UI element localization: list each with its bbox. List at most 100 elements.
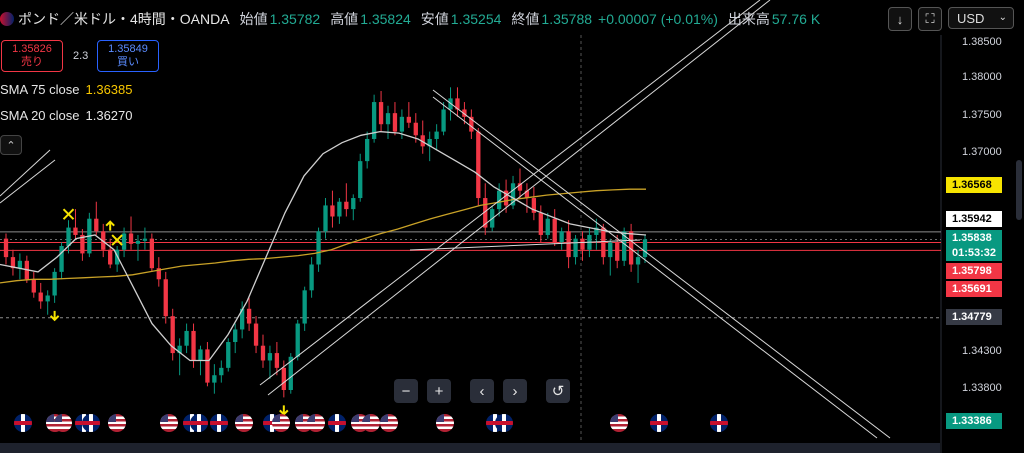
- candle-body: [205, 349, 210, 383]
- candle-body: [531, 198, 537, 213]
- price-label: 1.37000: [962, 146, 1002, 158]
- trend-line: [432, 96, 878, 439]
- us-flag-icon[interactable]: [54, 414, 72, 432]
- candle-body: [191, 330, 196, 361]
- candle-body: [413, 122, 418, 136]
- buy-button[interactable]: 1.35849 買い: [97, 40, 159, 72]
- change-value: +0.00007 (+0.01%): [598, 11, 718, 27]
- candle-body: [420, 135, 425, 147]
- candle-body: [406, 116, 412, 123]
- indicator-sma20[interactable]: SMA 20 close 1.36270: [0, 108, 133, 123]
- candle-body: [274, 353, 280, 368]
- volume-label: 出来高: [727, 11, 770, 27]
- candle-body: [538, 212, 543, 235]
- price-label: 1.37500: [962, 109, 1002, 121]
- candle-body: [260, 345, 266, 361]
- candle-body: [177, 345, 182, 354]
- candle-body: [38, 292, 43, 302]
- trend-line: [0, 159, 56, 204]
- cross-marker: [62, 208, 75, 220]
- candle-body: [267, 353, 273, 361]
- sma75-line: [0, 188, 646, 284]
- us-flag-icon[interactable]: [307, 414, 325, 432]
- candle-body: [642, 239, 648, 258]
- candle-body: [469, 116, 474, 132]
- us-flag-icon[interactable]: [380, 414, 398, 432]
- candle-body: [635, 257, 641, 265]
- buy-label: 買い: [117, 56, 139, 68]
- candle-body: [455, 98, 460, 110]
- candle-body: [45, 295, 50, 302]
- candle-body: [337, 201, 342, 217]
- uk-flag-icon[interactable]: [495, 414, 513, 432]
- candle-body: [170, 316, 175, 354]
- candle-body: [510, 183, 516, 206]
- candle-body: [330, 205, 335, 217]
- candle-body: [323, 205, 328, 232]
- candle-body: [295, 323, 300, 357]
- candle-body: [378, 102, 384, 125]
- price-label: 1.38000: [962, 71, 1002, 83]
- us-flag-icon[interactable]: [610, 414, 628, 432]
- candle-body: [80, 234, 85, 254]
- scroll-right-button[interactable]: ›: [503, 379, 527, 403]
- buy-price: 1.35849: [108, 43, 148, 55]
- candle-body: [566, 231, 571, 258]
- spread-value: 2.3: [73, 50, 89, 62]
- high-value: 1.35824: [360, 11, 411, 27]
- candle-body: [66, 227, 71, 247]
- candle-body: [94, 218, 99, 232]
- uk-flag-icon[interactable]: [190, 414, 208, 432]
- uk-flag-icon[interactable]: [14, 414, 32, 432]
- reset-chart-button[interactable]: ↺: [546, 379, 570, 403]
- collapse-legend-button[interactable]: ⌃: [0, 135, 22, 155]
- zoom-out-button[interactable]: −: [394, 379, 418, 403]
- candle-body: [253, 323, 259, 346]
- candle-body: [399, 116, 405, 132]
- up-arrow-marker: [105, 220, 115, 231]
- down-arrow-marker: [49, 310, 60, 322]
- candle-body: [517, 183, 523, 191]
- candle-body: [371, 102, 377, 139]
- uk-flag-icon[interactable]: [650, 414, 668, 432]
- trend-line: [0, 149, 51, 197]
- candle-body: [441, 109, 446, 132]
- us-flag-icon[interactable]: [235, 414, 253, 432]
- indicator-value: 1.36270: [85, 108, 133, 123]
- sell-button[interactable]: 1.35826 売り: [1, 40, 63, 72]
- candle-body: [351, 198, 356, 210]
- us-flag-icon[interactable]: [362, 414, 380, 432]
- candle-body: [246, 308, 252, 324]
- us-flag-icon[interactable]: [272, 414, 290, 432]
- sell-label: 売り: [21, 56, 43, 68]
- trend-line: [267, 0, 771, 396]
- price-tag: 01:53:32: [946, 245, 1002, 261]
- candle-body: [496, 190, 502, 210]
- candle-body: [573, 238, 578, 258]
- uk-flag-icon[interactable]: [82, 414, 100, 432]
- cross-marker: [111, 234, 123, 246]
- candle-body: [288, 356, 293, 390]
- symbol-title[interactable]: ポンド／米ドル・4時間・OANDA: [18, 11, 230, 27]
- candle-body: [462, 109, 467, 117]
- uk-flag-icon[interactable]: [710, 414, 728, 432]
- zoom-in-button[interactable]: +: [427, 379, 451, 403]
- scrollbar[interactable]: [1016, 160, 1022, 220]
- currency-select[interactable]: USD ⌄: [948, 7, 1014, 29]
- open-label: 始値: [239, 11, 268, 27]
- candle-body: [358, 161, 363, 199]
- uk-flag-icon[interactable]: [328, 414, 346, 432]
- close-value: 1.35788: [541, 11, 593, 27]
- candle-body: [212, 375, 217, 383]
- us-flag-icon[interactable]: [160, 414, 178, 432]
- us-flag-icon[interactable]: [108, 414, 126, 432]
- screenshot-icon[interactable]: ⛶: [918, 7, 942, 31]
- indicator-sma75[interactable]: SMA 75 close 1.36385: [0, 82, 133, 97]
- us-flag-icon[interactable]: [436, 414, 454, 432]
- candle-body: [149, 238, 155, 269]
- uk-flag-icon[interactable]: [210, 414, 228, 432]
- scroll-down-icon[interactable]: ↓: [888, 7, 912, 31]
- candle-body: [108, 249, 113, 265]
- scroll-left-button[interactable]: ‹: [470, 379, 494, 403]
